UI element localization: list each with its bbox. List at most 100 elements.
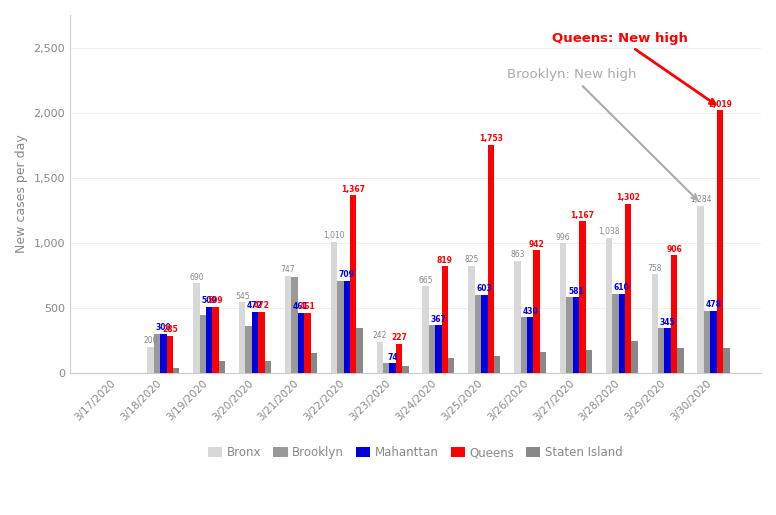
Bar (671, 255, 677, 373)
Bar (540, 352, 546, 373)
Text: 2,019: 2,019 (708, 99, 732, 109)
Bar (652, 274, 658, 373)
Text: 758: 758 (648, 264, 662, 273)
Bar (291, 277, 298, 373)
Bar (331, 242, 337, 373)
Bar (396, 344, 402, 373)
Bar (717, 110, 723, 373)
Bar (475, 295, 481, 373)
Bar (664, 328, 671, 373)
Bar (612, 294, 618, 373)
Bar (625, 203, 632, 373)
Bar (376, 341, 383, 373)
Text: 581: 581 (568, 287, 584, 296)
Text: 906: 906 (667, 245, 682, 253)
Bar (167, 336, 173, 373)
Bar (704, 311, 710, 373)
Bar (677, 348, 684, 373)
Bar (442, 266, 448, 373)
Text: 472: 472 (247, 301, 263, 310)
Text: 200: 200 (144, 336, 158, 346)
Bar (356, 328, 363, 373)
Text: Queens: New high: Queens: New high (552, 32, 715, 104)
Text: 1,302: 1,302 (616, 193, 640, 202)
Text: 863: 863 (510, 250, 525, 259)
Text: 242: 242 (372, 331, 387, 340)
Bar (527, 317, 533, 373)
Bar (258, 312, 265, 373)
Bar (154, 334, 160, 373)
Bar (710, 311, 717, 373)
Bar (265, 362, 271, 373)
Bar (245, 325, 252, 373)
Text: Brooklyn: New high: Brooklyn: New high (507, 68, 697, 200)
Text: 1,038: 1,038 (598, 227, 620, 236)
Text: 690: 690 (189, 272, 203, 282)
Bar (606, 238, 612, 373)
Text: 509: 509 (202, 296, 217, 305)
Bar (390, 364, 396, 373)
Text: 819: 819 (437, 256, 453, 265)
Text: 300: 300 (155, 323, 171, 333)
Text: 996: 996 (556, 233, 570, 242)
Bar (514, 261, 521, 373)
Bar (429, 325, 435, 373)
Text: 461: 461 (293, 302, 309, 312)
Text: 472: 472 (254, 301, 269, 310)
Text: 709: 709 (339, 270, 355, 279)
Text: 610: 610 (614, 283, 629, 292)
Bar (402, 366, 409, 373)
Text: 1,284: 1,284 (690, 195, 712, 204)
Bar (481, 295, 487, 373)
Text: 1,753: 1,753 (479, 134, 503, 143)
Bar (160, 334, 167, 373)
Bar (213, 307, 219, 373)
Bar (252, 312, 258, 373)
Bar (560, 244, 566, 373)
Bar (487, 145, 494, 373)
Text: 942: 942 (528, 240, 545, 249)
Text: 1,367: 1,367 (341, 184, 365, 194)
Bar (147, 347, 154, 373)
Bar (344, 281, 350, 373)
Bar (435, 325, 442, 373)
Text: 1,167: 1,167 (570, 211, 594, 219)
Text: 603: 603 (476, 284, 492, 293)
Bar (199, 315, 206, 373)
Bar (383, 364, 390, 373)
Bar (173, 368, 179, 373)
Text: 74: 74 (387, 353, 398, 362)
Text: 345: 345 (660, 318, 675, 327)
Bar (304, 313, 310, 373)
Bar (468, 266, 475, 373)
Bar (337, 281, 344, 373)
Bar (219, 362, 225, 373)
Bar (521, 317, 527, 373)
Y-axis label: New cases per day: New cases per day (15, 134, 28, 253)
Bar (448, 358, 455, 373)
Text: 825: 825 (464, 255, 479, 264)
Bar (350, 195, 356, 373)
Bar (298, 313, 304, 373)
Bar (586, 350, 592, 373)
Bar (193, 283, 199, 373)
Bar (310, 353, 317, 373)
Bar (285, 276, 291, 373)
Text: 367: 367 (431, 315, 446, 324)
Text: 1,010: 1,010 (323, 231, 345, 240)
Bar (658, 328, 664, 373)
Bar (632, 341, 638, 373)
Legend: Bronx, Brooklyn, Mahanttan, Queens, Staten Island: Bronx, Brooklyn, Mahanttan, Queens, Stat… (203, 441, 628, 464)
Bar (579, 221, 586, 373)
Bar (239, 302, 245, 373)
Bar (533, 250, 540, 373)
Bar (422, 286, 429, 373)
Bar (206, 307, 213, 373)
Text: 545: 545 (235, 291, 250, 301)
Bar (573, 298, 579, 373)
Bar (698, 206, 704, 373)
Text: 665: 665 (418, 276, 433, 285)
Text: 478: 478 (705, 300, 722, 310)
Text: 509: 509 (208, 296, 223, 305)
Text: 285: 285 (162, 325, 178, 334)
